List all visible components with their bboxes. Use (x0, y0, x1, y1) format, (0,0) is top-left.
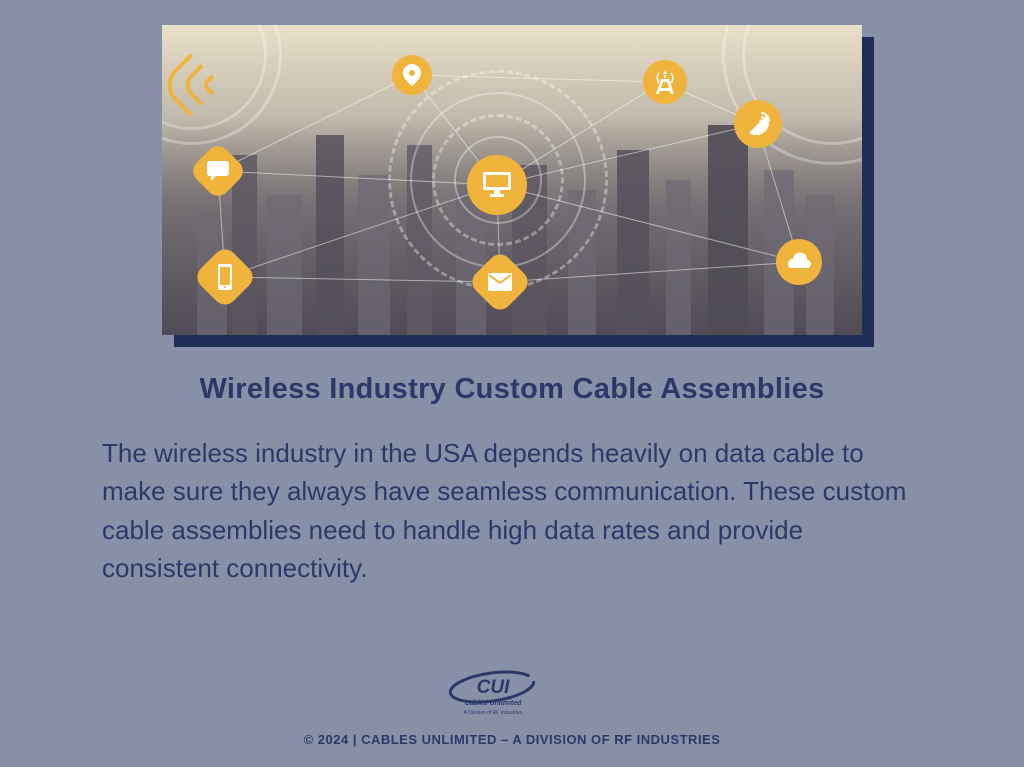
cell-tower-icon (643, 60, 687, 104)
footer: CUI Cables Unlimited A Division of RF In… (304, 667, 721, 747)
location-pin-icon (392, 55, 432, 95)
svg-text:Cables Unlimited: Cables Unlimited (465, 700, 523, 707)
body-text: The wireless industry in the USA depends… (102, 434, 922, 588)
hero-image (162, 25, 862, 335)
content-section: Wireless Industry Custom Cable Assemblie… (102, 373, 922, 588)
svg-text:A Division of RF Industries: A Division of RF Industries (464, 710, 523, 716)
cui-logo: CUI Cables Unlimited A Division of RF In… (447, 667, 577, 722)
hero-image-container (162, 25, 862, 335)
page-title: Wireless Industry Custom Cable Assemblie… (102, 373, 922, 406)
monitor-icon (467, 155, 527, 215)
cloud-icon (776, 239, 822, 285)
svg-text:CUI: CUI (477, 677, 510, 698)
satellite-dish-icon (734, 100, 782, 148)
copyright-text: © 2024 | CABLES UNLIMITED – A DIVISION O… (304, 732, 721, 747)
tech-overlay (162, 25, 862, 335)
